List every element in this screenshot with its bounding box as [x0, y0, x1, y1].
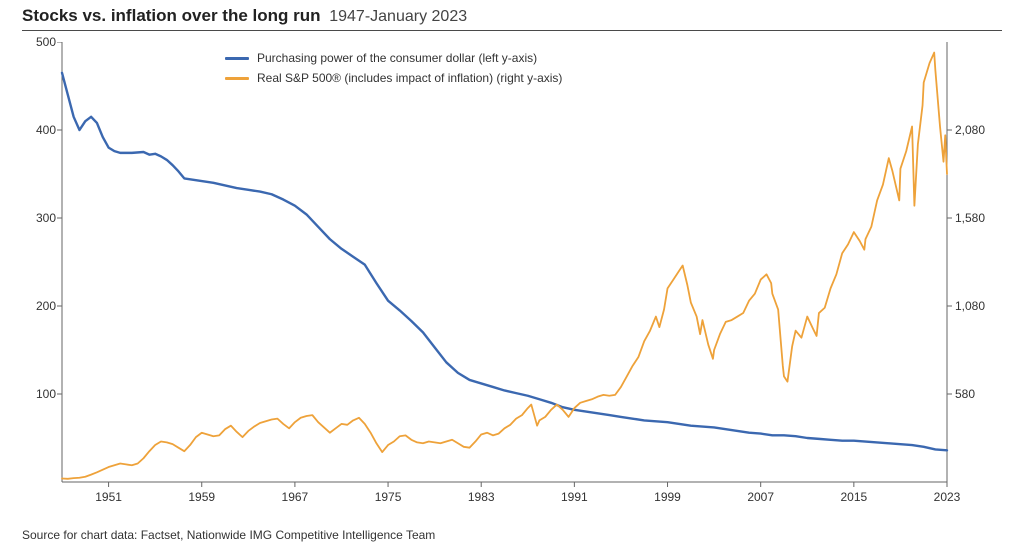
legend-item-real-sp500: Real S&P 500® (includes impact of inflat… [225, 68, 562, 88]
x-tick-label: 1983 [468, 490, 495, 504]
y-right-tick-label: 2,080 [955, 123, 995, 137]
y-right-tick-label: 1,580 [955, 211, 995, 225]
legend-swatch-purchasing-power [225, 57, 249, 60]
x-tick-label: 2015 [840, 490, 867, 504]
x-tick-label: 1967 [282, 490, 309, 504]
chart-svg [32, 42, 992, 510]
chart-title-range: 1947-January 2023 [329, 8, 467, 25]
y-right-tick-label: 580 [955, 387, 995, 401]
x-tick-label: 1991 [561, 490, 588, 504]
y-left-tick-label: 200 [28, 299, 56, 313]
title-underline [22, 30, 1002, 31]
legend-label: Real S&P 500® (includes impact of inflat… [257, 71, 562, 85]
chart-plot-area [32, 42, 992, 510]
y-left-tick-label: 100 [28, 387, 56, 401]
source-text: Source for chart data: Factset, Nationwi… [22, 528, 435, 542]
x-tick-label: 1951 [95, 490, 122, 504]
legend-item-purchasing-power: Purchasing power of the consumer dollar … [225, 48, 562, 68]
x-tick-label: 2023 [934, 490, 961, 504]
y-left-tick-label: 300 [28, 211, 56, 225]
x-tick-label: 1999 [654, 490, 681, 504]
x-tick-label: 1959 [188, 490, 215, 504]
legend-swatch-real-sp500 [225, 77, 249, 80]
y-right-tick-label: 1,080 [955, 299, 995, 313]
x-tick-label: 1975 [375, 490, 402, 504]
chart-title-bold: Stocks vs. inflation over the long run [22, 6, 321, 25]
y-left-tick-label: 400 [28, 123, 56, 137]
chart-container: { "title": { "bold": "Stocks vs. inflati… [0, 0, 1024, 548]
series-real-sp500 [62, 53, 947, 479]
legend: Purchasing power of the consumer dollar … [225, 48, 562, 88]
x-tick-label: 2007 [747, 490, 774, 504]
y-left-tick-label: 500 [28, 35, 56, 49]
legend-label: Purchasing power of the consumer dollar … [257, 51, 537, 65]
chart-title: Stocks vs. inflation over the long run 1… [22, 6, 467, 26]
series-purchasing-power [62, 73, 947, 451]
